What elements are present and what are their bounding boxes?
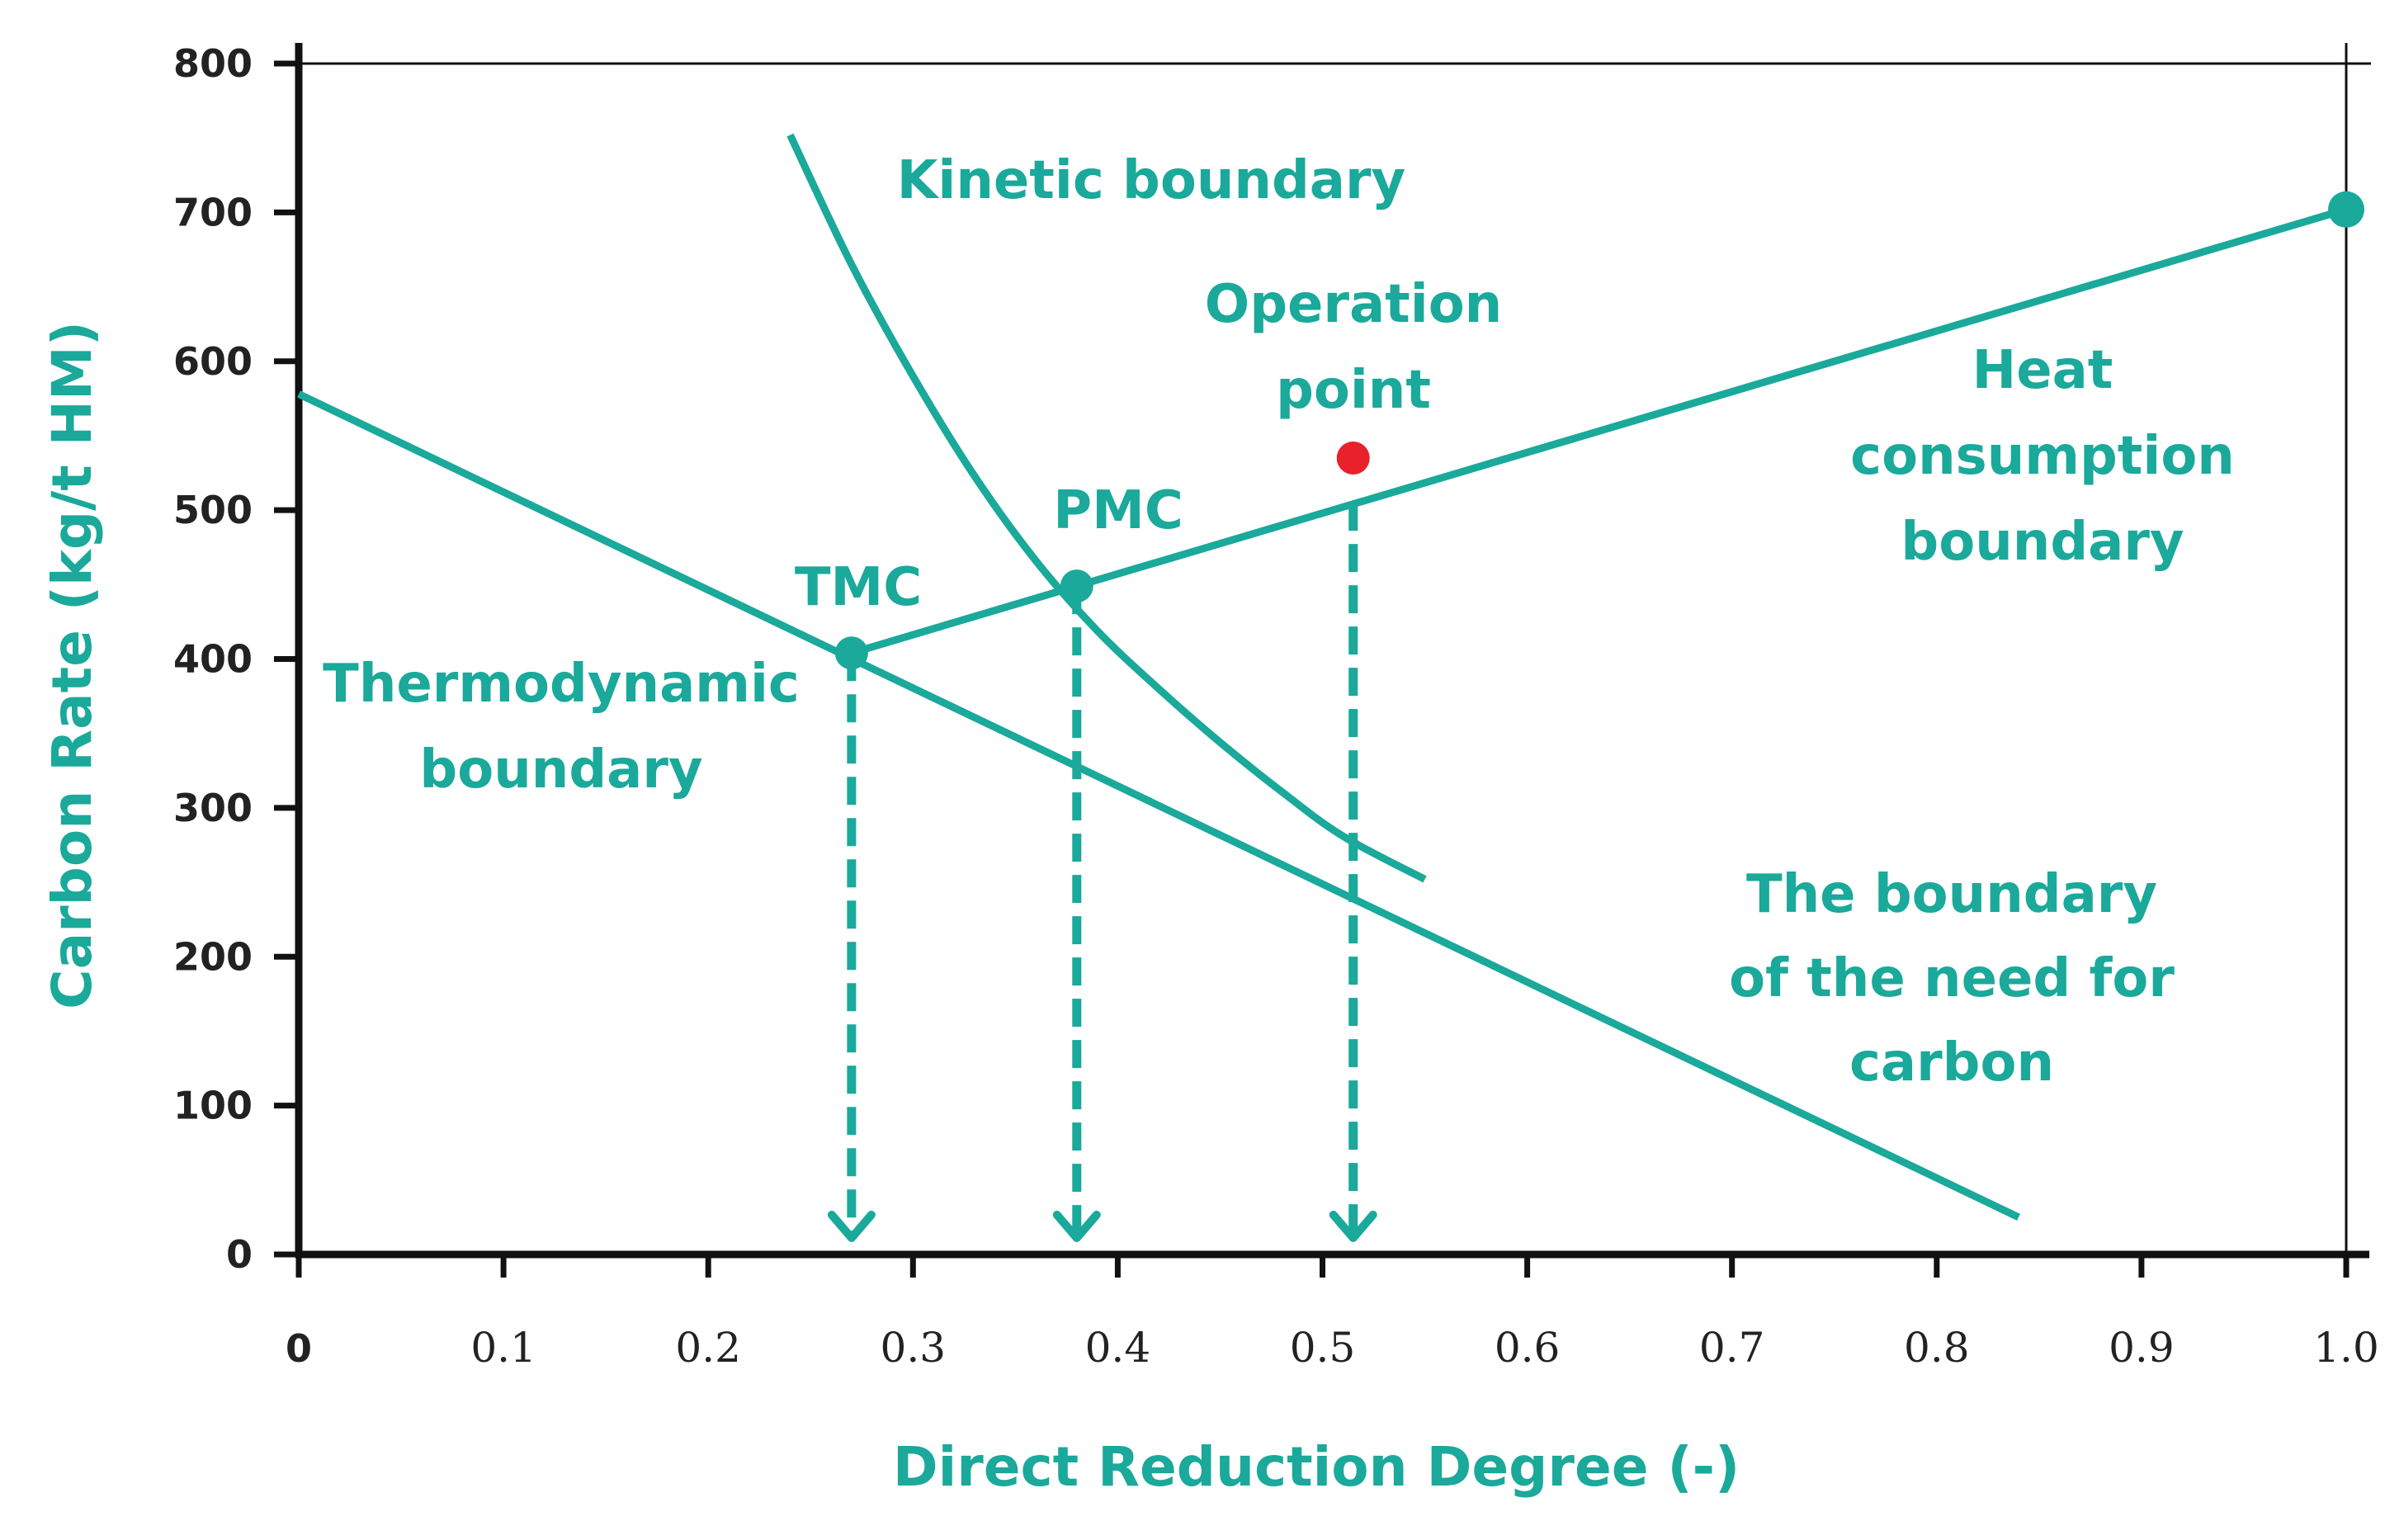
annotation-need-line-0: The boundary	[1746, 864, 2157, 925]
annotation-thermo-line-0: Thermodynamic	[323, 654, 800, 715]
annotation-heat-line-1: consumption	[1850, 426, 2235, 487]
y-axis-ticks: 0 100 200 300 400 500 600 700 800	[173, 41, 299, 1277]
annotation-need-line-1: of the need for	[1729, 948, 2175, 1009]
annotation-operation-line-0: Operation	[1205, 274, 1502, 335]
annotation-heat-line-2: boundary	[1901, 512, 2184, 573]
y-tick-label: 600	[173, 339, 253, 384]
y-axis-title: Carbon Rate (kg/t HM)	[40, 321, 104, 1009]
y-tick-label: 800	[173, 41, 253, 86]
drop-arrow	[1329, 1211, 1377, 1242]
marker-tmc	[834, 636, 868, 670]
y-tick-label: 400	[173, 637, 253, 682]
drop-arrow	[1052, 1211, 1101, 1242]
x-tick-label: 0.7	[1699, 1324, 1765, 1372]
annotation-thermo-line-1: boundary	[419, 739, 702, 801]
y-tick-label: 0	[226, 1232, 253, 1277]
y-tick-label: 300	[173, 786, 253, 830]
marker-pmc	[1060, 569, 1093, 603]
y-tick-label: 100	[173, 1084, 253, 1128]
drop-lines	[827, 503, 1377, 1242]
y-tick-label: 500	[173, 488, 253, 532]
markers	[834, 191, 2364, 670]
x-tick-label: 1.0	[2313, 1324, 2379, 1372]
x-tick-label: 0.6	[1495, 1324, 1561, 1372]
series-need-for-carbon	[297, 390, 2020, 1221]
x-tick-label: 0	[286, 1326, 312, 1371]
y-tick-label: 200	[173, 934, 253, 979]
y-tick-label: 700	[173, 190, 253, 234]
annotation-kinetic-line-0: Kinetic boundary	[897, 150, 1405, 211]
x-tick-label: 0.9	[2109, 1324, 2175, 1372]
x-tick-label: 0.2	[675, 1324, 741, 1372]
x-tick-label: 0.8	[1904, 1324, 1970, 1372]
marker-operation	[1336, 441, 1370, 475]
x-tick-label: 0.4	[1085, 1324, 1151, 1372]
annotation-operation-line-1: point	[1276, 360, 1431, 421]
annotations: Kinetic boundary Operation point Heat consum…	[323, 150, 2235, 1094]
marker-heat-end	[2328, 191, 2364, 228]
plot-frame	[295, 43, 2371, 1259]
x-tick-label: 0.5	[1290, 1324, 1356, 1372]
drop-arrow	[827, 1211, 876, 1242]
x-axis-title: Direct Reduction Degree (-)	[893, 1435, 1740, 1499]
annotation-tmc-line-0: TMC	[795, 557, 922, 618]
x-axis-ticks: 0 0.1 0.2 0.3 0.4 0.5 0.6 0.7 0.8 0.9 1.0	[286, 1254, 2379, 1372]
annotation-pmc-line-0: PMC	[1053, 480, 1183, 541]
x-tick-label: 0.3	[881, 1324, 947, 1372]
annotation-need-line-2: carbon	[1849, 1032, 2054, 1094]
x-tick-label: 0.1	[470, 1324, 536, 1372]
annotation-heat-line-0: Heat	[1972, 340, 2113, 401]
